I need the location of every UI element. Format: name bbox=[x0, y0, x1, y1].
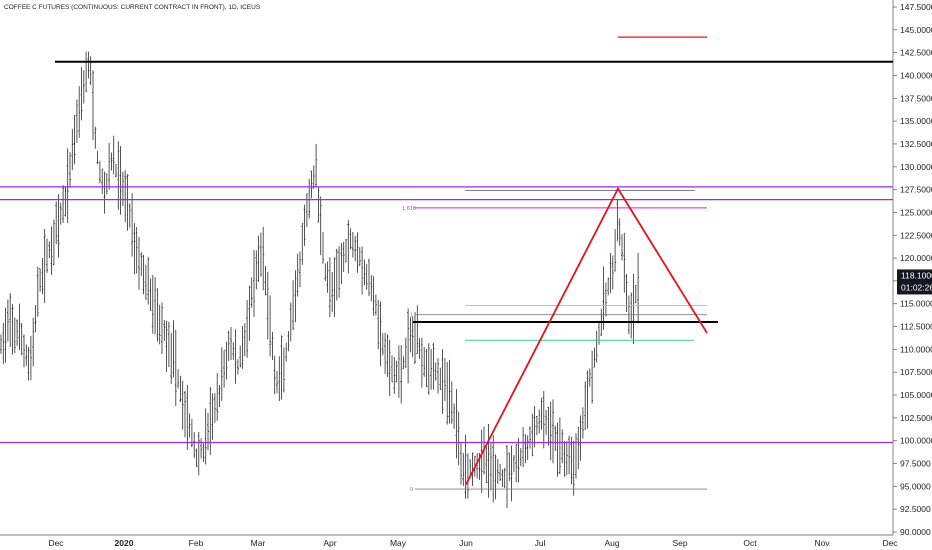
red-projection-path bbox=[465, 186, 708, 485]
price-tick-label: 145.0000 bbox=[900, 25, 932, 35]
price-tick-label: 120.0000 bbox=[900, 253, 932, 263]
last-price-badge-background bbox=[897, 269, 932, 295]
time-tick-label: May bbox=[390, 538, 407, 548]
price-tick-label: 132.5000 bbox=[900, 139, 932, 149]
price-tick-label: 115.0000 bbox=[900, 299, 932, 309]
price-tick-label: 112.5000 bbox=[900, 322, 932, 332]
time-axis[interactable]: Dec 2020 Feb Mar Apr May Jun Jul Aug Sep Oct Nov Dec bbox=[48, 538, 898, 548]
fib-level-label: 1.618 bbox=[402, 206, 416, 212]
price-tick-label: 100.0000 bbox=[900, 436, 932, 446]
time-tick-label: Sep bbox=[672, 538, 687, 548]
price-tick-label: 110.0000 bbox=[900, 344, 932, 354]
symbol-title: COFFEE C FUTURES (CONTINUOUS: CURRENT CO… bbox=[4, 4, 261, 11]
time-tick-label: Oct bbox=[743, 538, 757, 548]
time-tick-label: Jul bbox=[535, 538, 546, 548]
ohlc-bars bbox=[0, 51, 640, 509]
time-tick-label: Feb bbox=[189, 538, 204, 548]
price-tick-label: 140.0000 bbox=[900, 70, 932, 80]
fib-level-label: 1 bbox=[410, 313, 413, 319]
price-tick-label: 127.5000 bbox=[900, 185, 932, 195]
price-tick-label: 92.5000 bbox=[900, 504, 931, 514]
time-tick-label: Mar bbox=[251, 538, 266, 548]
time-tick-label: Nov bbox=[814, 538, 830, 548]
countdown-timer: 01:02:26 bbox=[901, 282, 932, 292]
time-tick-label: Dec bbox=[882, 538, 898, 548]
price-tick-label: 105.0000 bbox=[900, 390, 932, 400]
drawing-annotations: 1.618 1 0 bbox=[0, 36, 893, 493]
time-tick-label: Dec bbox=[48, 538, 64, 548]
time-tick-label: Apr bbox=[323, 538, 336, 548]
price-tick-label: 97.5000 bbox=[900, 459, 931, 469]
time-tick-label: Jun bbox=[459, 538, 473, 548]
fib-level-label: 0 bbox=[410, 487, 413, 493]
price-tick-label: 125.0000 bbox=[900, 207, 932, 217]
price-tick-label: 90.0000 bbox=[900, 527, 931, 537]
price-tick-label: 107.5000 bbox=[900, 367, 932, 377]
time-tick-label: Aug bbox=[604, 538, 619, 548]
price-tick-label: 102.5000 bbox=[900, 413, 932, 423]
price-tick-label: 130.0000 bbox=[900, 162, 932, 172]
price-tick-label: 135.0000 bbox=[900, 116, 932, 126]
price-tick-label: 137.5000 bbox=[900, 93, 932, 103]
time-tick-label: 2020 bbox=[115, 538, 134, 548]
price-tick-label: 142.5000 bbox=[900, 48, 932, 58]
price-tick-label: 95.0000 bbox=[900, 481, 931, 491]
price-tick-label: 147.5000 bbox=[900, 2, 932, 12]
price-tick-label: 122.5000 bbox=[900, 230, 932, 240]
